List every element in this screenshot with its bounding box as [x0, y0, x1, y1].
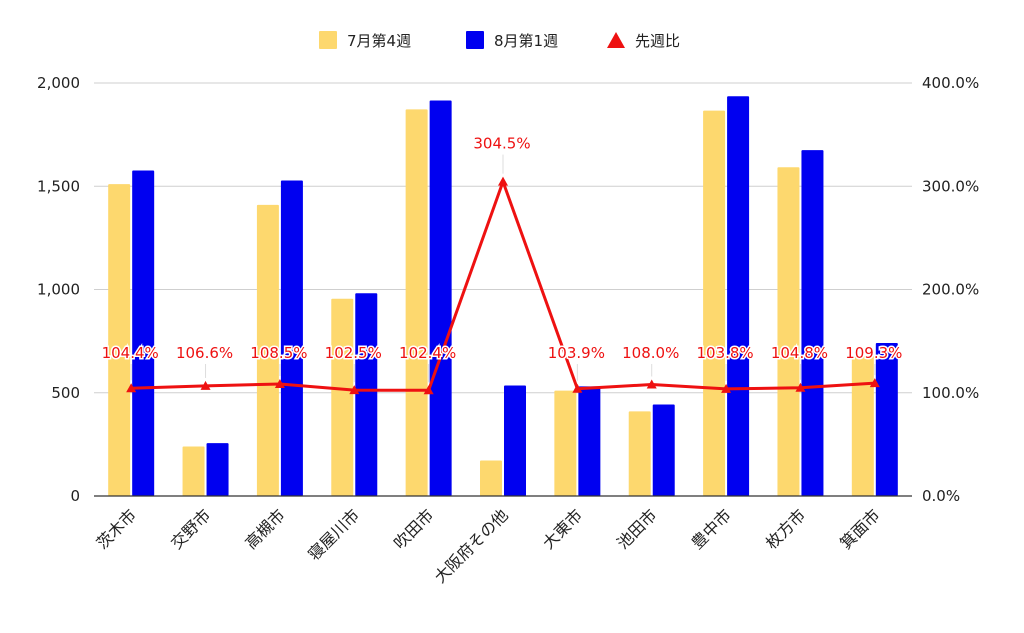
- legend-swatch-bar: [319, 31, 337, 49]
- y-right-tick-label: 100.0%: [922, 384, 979, 402]
- bar-week1-aug: [429, 100, 452, 497]
- bar-week1-aug: [875, 342, 898, 496]
- x-category-label: 吹田市: [390, 505, 437, 552]
- ratio-point-marker: [423, 385, 434, 395]
- ratio-data-label: 108.5%: [250, 344, 307, 362]
- bar-week4-july: [331, 298, 354, 496]
- y-right-tick-label: 0.0%: [922, 487, 960, 505]
- legend: 7月第4週 8月第1週 先週比: [319, 31, 680, 50]
- ratio-point-marker: [572, 383, 583, 393]
- y-left-tick-label: 500: [51, 384, 80, 402]
- legend-swatch-bar: [466, 31, 484, 49]
- bar-week1-aug: [206, 443, 229, 496]
- y-right-tick-label: 200.0%: [922, 281, 979, 299]
- y-left-tick-label: 1,000: [37, 281, 80, 299]
- ratio-data-label: 103.9%: [548, 344, 605, 362]
- bar-week4-july: [182, 446, 205, 496]
- bar-week4-july: [480, 460, 502, 496]
- ratio-point-marker: [349, 385, 360, 395]
- bar-week1-aug: [504, 385, 526, 496]
- bar-week4-july: [108, 184, 131, 496]
- bar-week4-july: [628, 411, 651, 496]
- bar-week4-july: [554, 390, 577, 496]
- x-category-label: 茨木市: [93, 505, 140, 552]
- x-category-label: 大東市: [539, 505, 586, 552]
- y-left-tick-label: 0: [70, 487, 80, 505]
- bar-week1-aug: [355, 293, 378, 496]
- ratio-line-path: [131, 180, 875, 392]
- x-category-label: 交野市: [167, 505, 214, 552]
- ratio-point-marker: [200, 380, 211, 390]
- legend-label: 7月第4週: [347, 32, 411, 50]
- bars: [108, 96, 898, 497]
- ratio-data-label: 102.5%: [325, 344, 382, 362]
- bar-week1-aug: [280, 180, 303, 496]
- bar-week1-aug: [132, 170, 155, 496]
- ratio-data-label: 108.0%: [622, 344, 679, 362]
- y-left-tick-label: 1,500: [37, 177, 80, 195]
- gridlines: [94, 82, 912, 394]
- bar-week4-july: [777, 167, 800, 496]
- bar-week4-july: [851, 355, 874, 496]
- data-labels: 104.4% 106.6% 108.5% 102.5% 102.4% 304.5% 103.…: [100, 133, 904, 383]
- ratio-data-label: 102.4%: [399, 344, 456, 362]
- x-category-label: 大阪府その他: [431, 505, 512, 586]
- x-category-label: 池田市: [613, 505, 660, 552]
- bar-week4-july: [703, 110, 726, 497]
- bar-week1-aug: [727, 96, 750, 496]
- x-category-label: 寝屋川市: [304, 505, 363, 564]
- ratio-point-marker: [721, 383, 732, 393]
- y-right-tick-label: 400.0%: [922, 74, 979, 92]
- legend-swatch-triangle-icon: [607, 32, 625, 48]
- x-category-label: 枚方市: [762, 505, 809, 552]
- x-category-label: 豊中市: [688, 505, 735, 552]
- ratio-point-marker: [795, 382, 806, 392]
- x-category-label: 箕面市: [836, 505, 883, 552]
- bar-week1-aug: [652, 404, 675, 496]
- ratio-point-marker: [869, 378, 880, 388]
- ratio-data-label: 103.8%: [696, 344, 753, 362]
- bar-week4-july: [405, 109, 428, 496]
- bar-week1-aug: [801, 150, 824, 497]
- ratio-data-label: 106.6%: [176, 344, 233, 362]
- ratio-data-label: 104.8%: [771, 344, 828, 362]
- legend-label: 8月第1週: [494, 32, 558, 50]
- bar-week1-aug: [578, 386, 601, 496]
- ratio-point-marker: [274, 378, 285, 388]
- x-category-label: 高槻市: [241, 505, 288, 552]
- ratio-data-label: 109.3%: [845, 344, 902, 362]
- ratio-data-label: 304.5%: [473, 135, 530, 153]
- y-left-tick-label: 2,000: [37, 74, 80, 92]
- bar-week4-july: [256, 204, 279, 496]
- ratio-point-marker: [126, 383, 137, 393]
- y-right-tick-label: 300.0%: [922, 177, 979, 195]
- ratio-data-label: 104.4%: [102, 344, 159, 362]
- legend-label: 先週比: [635, 32, 680, 50]
- ratio-line: [126, 176, 880, 395]
- ratio-point-marker: [498, 176, 508, 186]
- ratio-point-marker: [646, 379, 657, 389]
